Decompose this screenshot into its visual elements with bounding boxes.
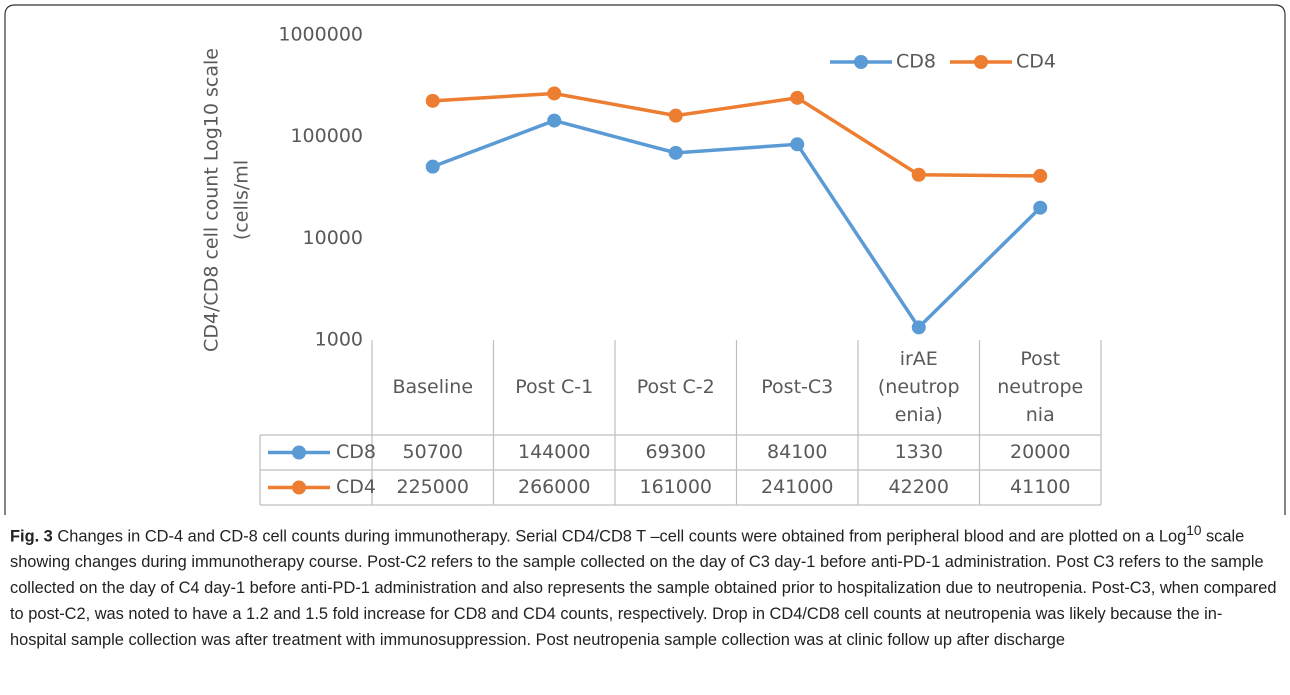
data-point [1033, 168, 1048, 183]
table-row-label: CD4 [336, 476, 376, 498]
series-line [432, 91, 1041, 178]
table-cell: 50700 [403, 441, 463, 463]
y-tick-label: 1000 [315, 329, 363, 351]
data-point [668, 108, 683, 123]
y-tick-label: 100000 [290, 125, 363, 147]
table-key [292, 480, 306, 495]
x-tick-label: neutrope [997, 376, 1083, 398]
caption-sup: 10 [1186, 523, 1202, 538]
legend-label: CD8 [896, 51, 936, 73]
x-tick-label: Post-C3 [761, 376, 833, 398]
legend-key [974, 55, 988, 69]
table-cell: 1330 [895, 441, 943, 463]
x-tick-label: enia) [895, 404, 943, 426]
data-point [547, 86, 562, 101]
table-cell: 42200 [889, 476, 949, 498]
table-cell: 84100 [767, 441, 827, 463]
legend-key [854, 55, 868, 69]
caption-text: scale showing changes during immunothera… [10, 527, 1277, 650]
data-point [668, 145, 683, 160]
x-tick-label: irAE [900, 348, 938, 370]
caption: Fig. 3 Changes in CD-4 and CD-8 cell cou… [10, 518, 1278, 653]
y-axis-title: CD4/CD8 cell count Log10 scale [201, 48, 223, 352]
series-line [432, 118, 1042, 331]
table-cell: 41100 [1010, 476, 1070, 498]
table-key [292, 445, 306, 460]
chart: CD4/CD8 cell count Log10 scale (cells/ml… [4, 4, 1286, 515]
table-row-label: CD8 [336, 441, 376, 463]
x-tick-label: nia [1026, 404, 1055, 426]
table-cell: 225000 [396, 476, 469, 498]
table-cell: 144000 [518, 441, 591, 463]
caption-text: Changes in CD-4 and CD-8 cell counts dur… [57, 527, 1187, 546]
y-axis-title: (cells/ml [231, 160, 253, 240]
data-point [790, 90, 805, 105]
legend-label: CD4 [1016, 51, 1056, 73]
x-tick-label: Post C-2 [637, 376, 715, 398]
table-cell: 241000 [761, 476, 834, 498]
table-cell: 266000 [518, 476, 591, 498]
table-cell: 161000 [639, 476, 712, 498]
table-cell: 69300 [646, 441, 706, 463]
caption-label: Fig. 3 [10, 527, 53, 546]
y-tick-label: 10000 [303, 227, 363, 249]
frame [4, 4, 1286, 515]
table-cell: 20000 [1010, 441, 1070, 463]
x-tick-label: Baseline [392, 376, 473, 398]
data-point [547, 113, 562, 128]
x-tick-label: Post [1020, 348, 1060, 370]
y-tick-label: 1000000 [278, 24, 363, 46]
data-point [1033, 200, 1048, 215]
data-point [911, 167, 926, 182]
data-point [425, 93, 440, 108]
data-point [911, 320, 926, 335]
x-tick-label: Post C-1 [515, 376, 593, 398]
data-point [790, 137, 805, 152]
x-tick-label: (neutrop [878, 376, 960, 398]
data-point [425, 159, 440, 174]
